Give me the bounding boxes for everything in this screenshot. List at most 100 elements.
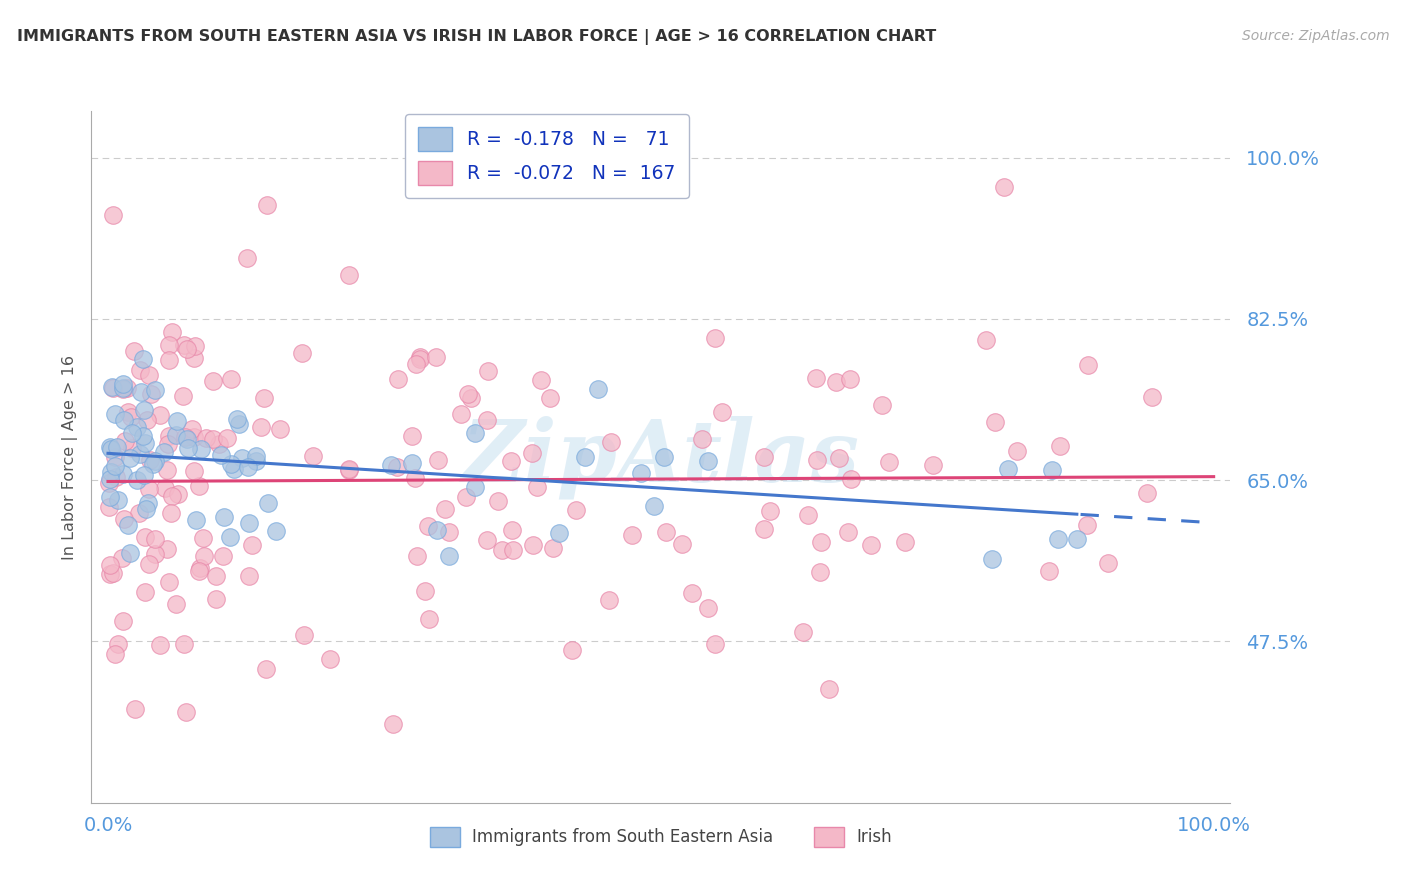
Point: [112, 382, 135, 396]
Point: [124, 701, 146, 715]
Point: [107, 637, 129, 651]
Point: [176, 706, 198, 720]
Point: [245, 454, 267, 468]
Point: [1049, 439, 1071, 453]
Point: [127, 420, 149, 434]
Point: [621, 528, 644, 542]
Point: [415, 583, 437, 598]
Point: [501, 454, 523, 468]
Point: [808, 565, 831, 579]
Point: [190, 442, 212, 456]
Point: [245, 449, 267, 463]
Point: [159, 506, 181, 520]
Point: [157, 429, 180, 443]
Point: [143, 454, 166, 468]
Point: [173, 338, 195, 352]
Point: [135, 501, 157, 516]
Point: [98, 558, 121, 573]
Point: [1140, 390, 1163, 404]
Point: [434, 502, 457, 516]
Point: [188, 561, 211, 575]
Point: [231, 450, 253, 465]
Point: [894, 534, 917, 549]
Point: [166, 487, 188, 501]
Point: [225, 412, 247, 426]
Point: [165, 597, 187, 611]
Point: [319, 651, 342, 665]
Point: [176, 432, 198, 446]
Point: [522, 446, 544, 460]
Point: [136, 496, 159, 510]
Point: [132, 403, 155, 417]
Point: [810, 534, 832, 549]
Point: [1040, 463, 1063, 477]
Point: [337, 461, 360, 475]
Point: [690, 432, 713, 446]
Point: [792, 624, 814, 639]
Point: [114, 512, 136, 526]
Point: [406, 549, 429, 563]
Point: [100, 442, 122, 457]
Point: [212, 549, 235, 563]
Point: [548, 526, 571, 541]
Point: [561, 643, 583, 657]
Point: [205, 569, 228, 583]
Point: [1047, 533, 1070, 547]
Point: [112, 381, 135, 395]
Point: [655, 524, 678, 539]
Point: [292, 628, 315, 642]
Y-axis label: In Labor Force | Age > 16: In Labor Force | Age > 16: [62, 355, 77, 559]
Point: [652, 450, 675, 464]
Point: [112, 413, 135, 427]
Point: [1097, 556, 1119, 570]
Point: [121, 442, 143, 456]
Point: [112, 377, 135, 392]
Point: [526, 480, 548, 494]
Point: [253, 391, 276, 405]
Point: [643, 499, 665, 513]
Point: [541, 541, 564, 555]
Point: [236, 460, 259, 475]
Point: [117, 405, 139, 419]
Point: [696, 454, 718, 468]
Point: [235, 251, 257, 265]
Point: [157, 575, 180, 590]
Point: [1077, 358, 1099, 372]
Point: [142, 457, 165, 471]
Point: [980, 552, 1002, 566]
Point: [194, 431, 217, 445]
Point: [183, 430, 205, 444]
Point: [696, 601, 718, 615]
Point: [538, 391, 561, 405]
Point: [872, 398, 894, 412]
Point: [201, 433, 224, 447]
Point: [120, 410, 142, 425]
Point: [160, 489, 183, 503]
Point: [173, 637, 195, 651]
Point: [153, 445, 176, 459]
Point: [117, 517, 139, 532]
Point: [256, 198, 278, 212]
Point: [104, 450, 127, 464]
Point: [173, 430, 195, 444]
Point: [464, 480, 486, 494]
Point: [477, 413, 499, 427]
Point: [254, 662, 277, 676]
Point: [104, 647, 127, 661]
Point: [162, 325, 184, 339]
Point: [120, 450, 142, 465]
Point: [138, 482, 160, 496]
Point: [238, 569, 260, 583]
Point: [1076, 517, 1098, 532]
Point: [797, 508, 820, 522]
Point: [301, 449, 323, 463]
Point: [630, 466, 652, 480]
Point: [138, 368, 160, 382]
Point: [165, 427, 187, 442]
Point: [841, 472, 863, 486]
Point: [1066, 532, 1088, 546]
Point: [111, 614, 134, 628]
Point: [381, 716, 404, 731]
Point: [134, 585, 156, 599]
Point: [859, 538, 882, 552]
